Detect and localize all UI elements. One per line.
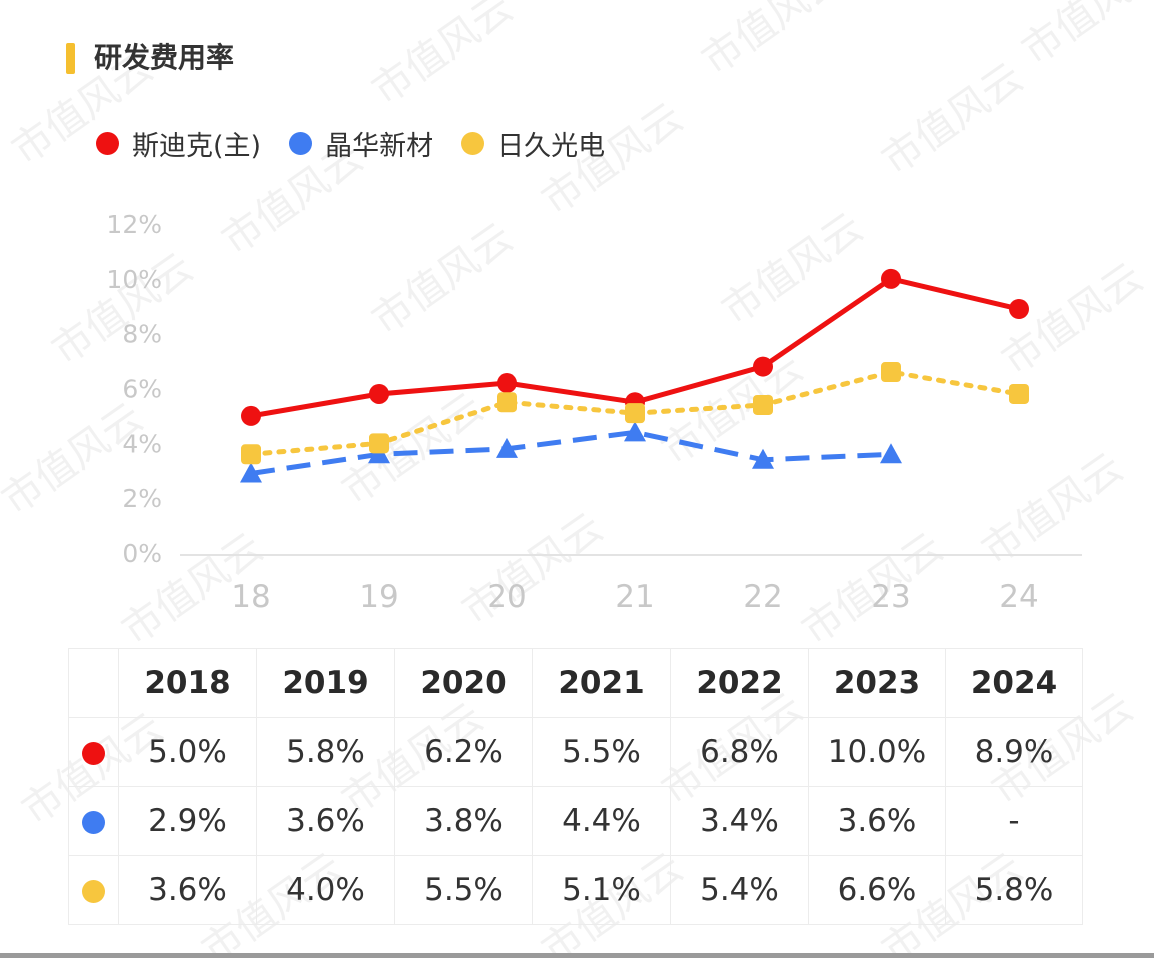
table-year-header: 2018 xyxy=(118,648,257,718)
table-cell: 5.1% xyxy=(532,855,671,925)
table-row: 3.6% 4.0% 5.5% 5.1% 5.4% 6.6% 5.8% xyxy=(68,855,1083,925)
legend-item-0: 斯迪克(主) xyxy=(96,124,261,163)
data-point xyxy=(240,462,262,483)
data-table: 2018 2019 2020 2021 2022 2023 2024 5.0% … xyxy=(68,648,1083,925)
row-dot-icon xyxy=(82,811,105,834)
legend-label: 日久光电 xyxy=(497,131,606,162)
data-point xyxy=(753,394,773,415)
data-point xyxy=(1009,298,1029,319)
table-cell: 3.6% xyxy=(808,786,946,856)
legend-item-2: 日久光电 xyxy=(461,124,605,163)
row-dot-icon xyxy=(82,880,105,903)
y-tick-label: 12% xyxy=(106,210,162,239)
x-tick-label: 22 xyxy=(743,579,782,615)
y-tick-label: 0% xyxy=(122,539,162,568)
table-cell: 2.9% xyxy=(118,786,257,856)
line-chart: 0% 2% 4% 6% 8% 10% 12% 18 19 20 21 22 23 24 xyxy=(106,210,1082,615)
row-dot-icon xyxy=(82,742,105,765)
data-point xyxy=(753,356,773,377)
legend-label: 晶华新材 xyxy=(325,131,434,162)
table-cell: 3.8% xyxy=(394,786,533,856)
data-point xyxy=(369,383,389,404)
series-0 xyxy=(241,268,1029,426)
data-point xyxy=(881,268,901,289)
table-year-header: 2021 xyxy=(532,648,671,718)
x-tick-label: 19 xyxy=(359,579,398,615)
table-year-header: 2023 xyxy=(808,648,946,718)
table-year-header: 2022 xyxy=(670,648,809,718)
y-tick-label: 4% xyxy=(122,429,162,458)
data-point xyxy=(241,405,261,426)
series-line xyxy=(250,429,892,476)
data-point xyxy=(752,448,774,469)
title-accent-bar xyxy=(66,43,75,74)
x-tick-label: 23 xyxy=(871,579,910,615)
data-point xyxy=(497,392,517,413)
data-point xyxy=(496,437,518,458)
y-tick-label: 8% xyxy=(122,320,162,349)
table-cell: 4.0% xyxy=(256,855,395,925)
data-point xyxy=(881,362,901,383)
x-tick-label: 24 xyxy=(999,579,1038,615)
table-year-header: 2020 xyxy=(394,648,533,718)
table-cell: 4.4% xyxy=(532,786,671,856)
x-tick-label: 18 xyxy=(231,579,270,615)
table-corner-cell xyxy=(68,648,119,718)
table-row-marker xyxy=(68,717,119,787)
bottom-border xyxy=(0,953,1154,958)
series-1 xyxy=(240,421,902,483)
table-cell: 6.6% xyxy=(808,855,946,925)
y-tick-label: 2% xyxy=(122,484,162,513)
table-cell: 3.6% xyxy=(118,855,257,925)
table-row-marker xyxy=(68,786,119,856)
table-cell: 6.8% xyxy=(670,717,809,787)
table-cell: 5.8% xyxy=(256,717,395,787)
x-tick-label: 20 xyxy=(487,579,526,615)
data-point xyxy=(625,403,645,424)
table-cell: 5.4% xyxy=(670,855,809,925)
table-cell: 5.8% xyxy=(945,855,1083,925)
table-year-header: 2024 xyxy=(945,648,1083,718)
table-cell: 8.9% xyxy=(945,717,1083,787)
table-year-header: 2019 xyxy=(256,648,395,718)
table-row-marker xyxy=(68,855,119,925)
legend: 斯迪克(主) 晶华新材 日久光电 xyxy=(96,124,633,163)
table-row: 2.9% 3.6% 3.8% 4.4% 3.4% 3.6% - xyxy=(68,786,1083,856)
x-tick-label: 21 xyxy=(615,579,654,615)
table-cell: 6.2% xyxy=(394,717,533,787)
series-2 xyxy=(241,362,1029,465)
chart-title: 研发费用率 xyxy=(94,41,235,74)
legend-dot-icon xyxy=(289,132,313,155)
table-cell: 5.0% xyxy=(118,717,257,787)
data-point xyxy=(1009,383,1029,404)
table-cell: - xyxy=(945,786,1083,856)
data-point xyxy=(624,421,646,442)
table-cell: 3.6% xyxy=(256,786,395,856)
data-point xyxy=(497,373,517,394)
y-tick-label: 6% xyxy=(122,375,162,404)
table-header-row: 2018 2019 2020 2021 2022 2023 2024 xyxy=(68,648,1083,718)
data-point xyxy=(369,433,389,454)
table-cell: 10.0% xyxy=(808,717,946,787)
y-tick-label: 10% xyxy=(106,265,162,294)
table-cell: 3.4% xyxy=(670,786,809,856)
data-point xyxy=(880,443,902,464)
legend-dot-icon xyxy=(461,132,485,155)
table-cell: 5.5% xyxy=(532,717,671,787)
legend-item-1: 晶华新材 xyxy=(289,124,433,163)
legend-dot-icon xyxy=(96,132,119,155)
table-cell: 5.5% xyxy=(394,855,533,925)
legend-label: 斯迪克(主) xyxy=(132,131,262,162)
data-point xyxy=(241,444,261,465)
table-row: 5.0% 5.8% 6.2% 5.5% 6.8% 10.0% 8.9% xyxy=(68,717,1083,787)
